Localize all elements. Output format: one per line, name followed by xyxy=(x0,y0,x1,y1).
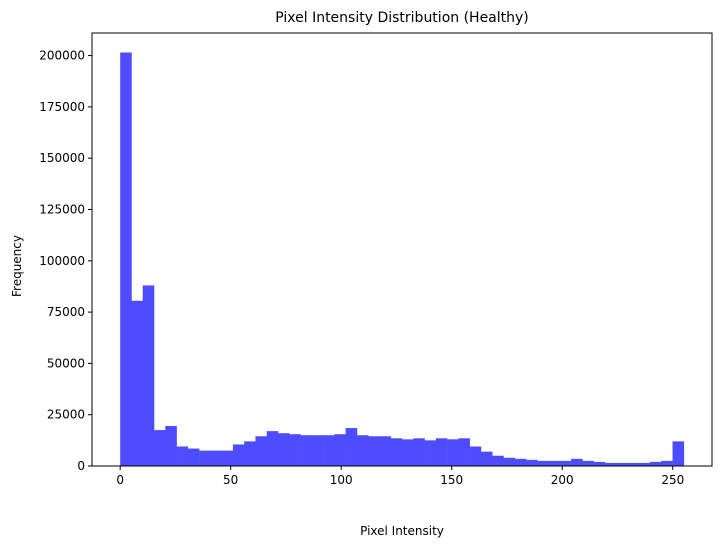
y-tick-label: 150000 xyxy=(39,151,85,165)
histogram-bar xyxy=(503,457,516,466)
histogram-bar xyxy=(480,451,493,466)
histogram-bar xyxy=(221,450,234,466)
histogram-bar xyxy=(120,52,132,466)
histogram-bar xyxy=(390,438,403,466)
histogram-bar xyxy=(368,436,380,466)
histogram-bar xyxy=(638,462,651,466)
histogram-bar xyxy=(266,431,279,466)
histogram-bar xyxy=(435,438,448,466)
histogram-bar xyxy=(402,439,414,466)
x-tick-label: 250 xyxy=(661,473,684,487)
histogram-bar xyxy=(187,448,200,466)
histogram-bar xyxy=(650,461,662,466)
histogram-bar xyxy=(616,462,628,466)
y-tick-label: 125000 xyxy=(39,202,85,216)
x-tick-label: 0 xyxy=(116,473,124,487)
x-axis: 0 50 100 150 200 250 xyxy=(116,466,684,487)
y-tick-label: 50000 xyxy=(47,356,85,370)
x-tick-label: 50 xyxy=(223,473,238,487)
histogram-bar xyxy=(571,458,583,466)
histogram-bar xyxy=(537,460,549,466)
histogram-bar xyxy=(199,450,211,466)
x-axis-label: Pixel Intensity xyxy=(360,524,444,538)
histogram-bar xyxy=(255,436,268,466)
histogram-bar xyxy=(154,430,166,466)
histogram-bar xyxy=(311,435,324,466)
histogram-bar xyxy=(142,285,155,466)
y-tick-label: 200000 xyxy=(39,49,85,63)
y-tick-label: 175000 xyxy=(39,100,85,114)
histogram-bar xyxy=(379,436,392,466)
y-tick-label: 100000 xyxy=(39,254,85,268)
histogram-bar xyxy=(232,444,245,466)
x-tick-label: 200 xyxy=(551,473,574,487)
histogram-bar xyxy=(492,455,504,466)
histogram-bar xyxy=(424,440,437,466)
histogram-bar xyxy=(323,435,335,466)
histogram-bar xyxy=(604,462,617,466)
histogram-bar xyxy=(672,441,685,466)
y-axis: 0 25000 50000 75000 100000 125000 150000 175000… xyxy=(39,49,92,473)
y-axis-label: Frequency xyxy=(10,235,24,297)
histogram-bar xyxy=(176,446,189,466)
histogram-bar xyxy=(559,460,572,466)
histogram-bar xyxy=(278,433,290,466)
histogram-bar xyxy=(526,459,538,466)
histogram-bar xyxy=(289,434,301,466)
histogram-bar xyxy=(300,435,313,466)
histogram-bar xyxy=(627,462,640,466)
histogram-bar xyxy=(165,425,177,466)
histogram-bar xyxy=(514,458,527,466)
histogram-bar xyxy=(582,460,594,466)
histogram-bar xyxy=(469,446,482,466)
x-tick-label: 150 xyxy=(440,473,463,487)
x-tick-label: 100 xyxy=(330,473,353,487)
y-tick-label: 75000 xyxy=(47,305,85,319)
y-tick-label: 0 xyxy=(77,459,85,473)
y-tick-label: 25000 xyxy=(47,408,85,422)
histogram-bar xyxy=(244,441,256,466)
histogram-bar xyxy=(131,300,144,466)
chart-title: Pixel Intensity Distribution (Healthy) xyxy=(275,10,529,26)
plot-frame xyxy=(91,32,713,467)
histogram-bar xyxy=(661,460,673,466)
histogram-bar xyxy=(413,438,425,466)
histogram-bar xyxy=(458,438,470,466)
histogram-bar xyxy=(210,450,222,466)
histogram-bar xyxy=(593,461,606,466)
histogram-bar xyxy=(447,439,459,466)
bars-group xyxy=(120,52,685,466)
histogram-bar xyxy=(548,460,561,466)
histogram-bar xyxy=(345,428,358,466)
histogram-bar xyxy=(334,434,346,466)
histogram-bar xyxy=(356,435,369,466)
